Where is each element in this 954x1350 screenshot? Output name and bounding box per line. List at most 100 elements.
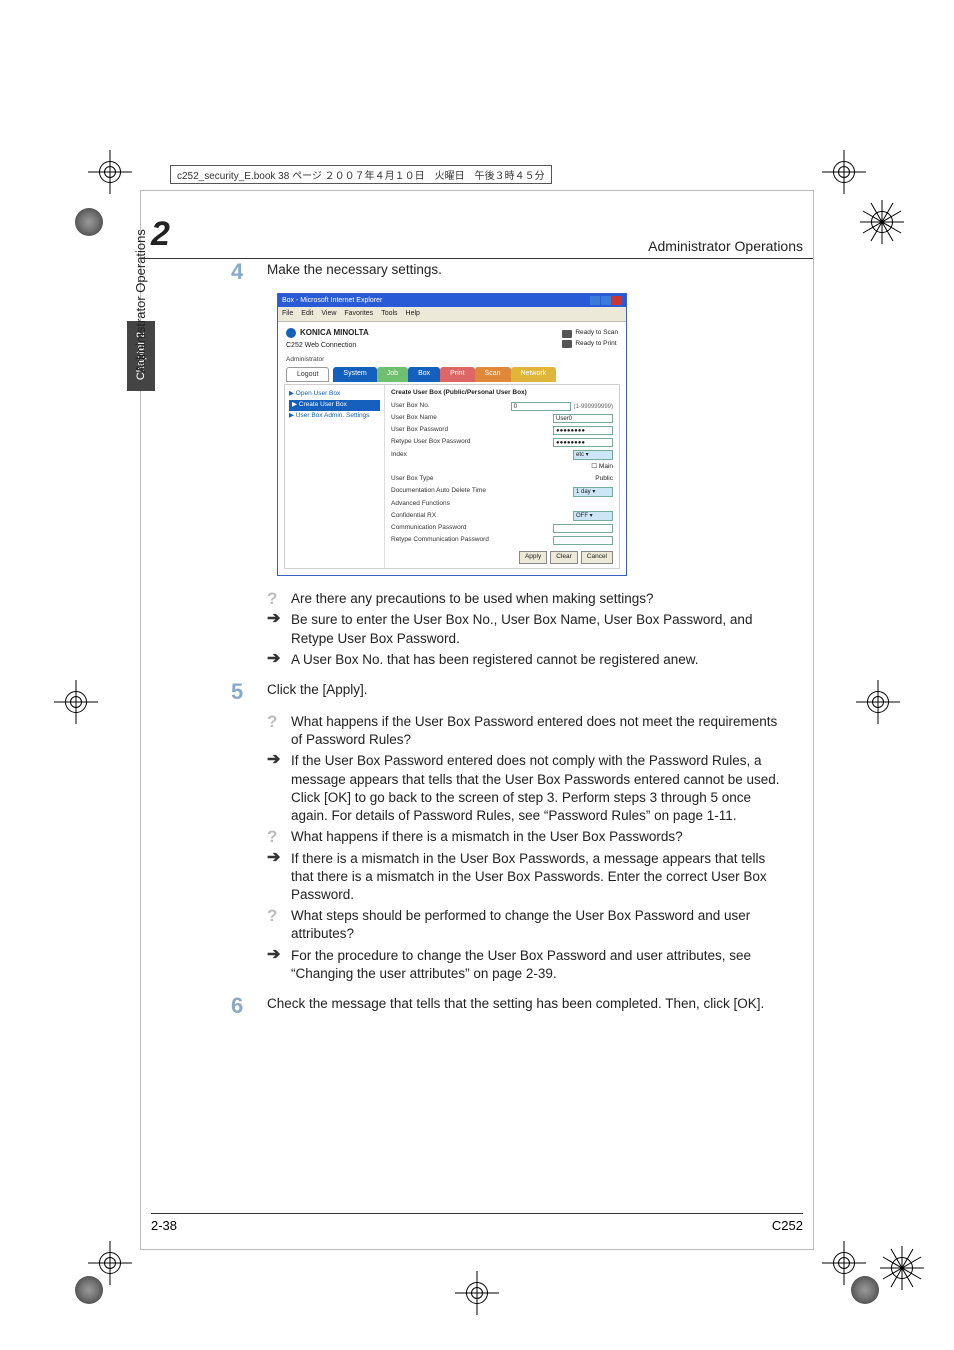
step-text: Click the [Apply]. — [267, 681, 783, 699]
text-input[interactable] — [553, 536, 613, 545]
text-input[interactable]: ●●●●●●●● — [553, 426, 613, 435]
checkbox[interactable]: ☐ Main — [591, 463, 613, 472]
left-menu-admin[interactable]: ▶ User Box Admin. Settings — [289, 411, 380, 422]
radial-mark — [880, 1246, 924, 1290]
brand-text: KONICA MINOLTA — [300, 328, 369, 339]
qa-block: ? Are there any precautions to be used w… — [267, 590, 783, 669]
answer-text: If the User Box Password entered does no… — [291, 752, 783, 825]
product-text: C252 Web Connection — [286, 341, 369, 350]
printer-icon — [562, 340, 572, 348]
menu-item[interactable]: View — [321, 309, 336, 318]
form-label: User Box No. — [391, 402, 430, 411]
form-row: Confidential RX OFF ▾ — [391, 511, 613, 521]
crop-target — [455, 1271, 499, 1315]
text-input[interactable]: ●●●●●●●● — [553, 438, 613, 447]
logout-button[interactable]: Logout — [286, 367, 329, 382]
question-text: What happens if the User Box Password en… — [291, 713, 783, 749]
select-input[interactable]: etc ▾ — [573, 450, 613, 460]
question-text: What steps should be performed to change… — [291, 907, 783, 943]
radial-mark — [860, 200, 904, 244]
nav-tab[interactable]: System — [333, 367, 376, 382]
apply-button[interactable]: Apply — [519, 551, 547, 564]
step-text: Make the necessary settings. — [267, 261, 783, 279]
header-title: Administrator Operations — [648, 238, 803, 254]
clear-button[interactable]: Clear — [550, 551, 578, 564]
form-label: Index — [391, 451, 407, 460]
step-5: 5 Click the [Apply]. — [231, 681, 783, 703]
arrow-icon: ➔ — [267, 651, 283, 667]
page-footer: 2-38 C252 — [151, 1213, 803, 1233]
nav-tab[interactable]: Job — [377, 367, 408, 382]
menu-item[interactable]: File — [282, 309, 293, 318]
form-label: Retype User Box Password — [391, 438, 470, 447]
menu-item[interactable]: Help — [406, 309, 420, 318]
form-panel: Create User Box (Public/Personal User Bo… — [385, 385, 619, 568]
menubar: File Edit View Favorites Tools Help — [278, 307, 626, 321]
static-value: Public — [595, 475, 613, 484]
form-row: User Box No. 0(1-999999999) — [391, 402, 613, 411]
window-buttons — [590, 296, 622, 305]
content-area: 4 Make the necessary settings. Box - Mic… — [231, 261, 783, 1199]
select-input[interactable]: OFF ▾ — [573, 511, 613, 521]
menu-item[interactable]: Edit — [301, 309, 313, 318]
nav-tab[interactable]: Box — [408, 367, 440, 382]
form-label: Confidential RX — [391, 512, 436, 521]
text-input[interactable] — [553, 524, 613, 533]
form-row: User Box Name User0 — [391, 414, 613, 423]
question-text: What happens if there is a mismatch in t… — [291, 828, 783, 846]
step-number: 6 — [231, 995, 249, 1017]
step-4: 4 Make the necessary settings. — [231, 261, 783, 283]
nav-tab[interactable]: Network — [511, 367, 557, 382]
crop-target — [88, 1241, 132, 1285]
window-title: Box - Microsoft Internet Explorer — [282, 296, 382, 305]
form-row: Communication Password — [391, 524, 613, 533]
minimize-icon[interactable] — [590, 296, 600, 305]
question-text: Are there any precautions to be used whe… — [291, 590, 783, 608]
form-row: Documentation Auto Delete Time1 day ▾ — [391, 487, 613, 497]
answer-text: For the procedure to change the User Box… — [291, 947, 783, 983]
left-menu-create[interactable]: ▶ Create User Box — [289, 400, 380, 411]
left-menu-open[interactable]: ▶ Open User Box — [289, 389, 380, 400]
chapter-number: 2 — [151, 215, 170, 254]
form-row: ☐ Main — [391, 463, 613, 472]
text-input[interactable]: User0 — [553, 414, 613, 423]
form-row: Index etc ▾ — [391, 450, 613, 460]
hint-text: (1-999999999) — [574, 403, 613, 411]
crop-target — [54, 680, 98, 724]
answer-text: If there is a mismatch in the User Box P… — [291, 850, 783, 905]
question-icon: ? — [267, 907, 283, 924]
logo-icon — [286, 328, 296, 338]
menu-item[interactable]: Tools — [381, 309, 397, 318]
brand-row: KONICA MINOLTA C252 Web Connection Ready… — [278, 322, 626, 356]
answer-text: A User Box No. that has been registered … — [291, 651, 783, 669]
menu-item[interactable]: Favorites — [344, 309, 373, 318]
question-icon: ? — [267, 590, 283, 607]
screen-body: ▶ Open User Box ▶ Create User Box ▶ User… — [284, 384, 620, 569]
text-input[interactable]: 0 — [511, 402, 571, 411]
button-row: Apply Clear Cancel — [391, 551, 613, 564]
maximize-icon[interactable] — [601, 296, 611, 305]
step-6: 6 Check the message that tells that the … — [231, 995, 783, 1017]
ready-status: Ready to Scan Ready to Print — [562, 329, 618, 349]
cancel-button[interactable]: Cancel — [581, 551, 613, 564]
arrow-icon: ➔ — [267, 752, 283, 768]
nav-tab[interactable]: Print — [440, 367, 474, 382]
close-icon[interactable] — [612, 296, 622, 305]
form-row: Retype User Box Password ●●●●●●●● — [391, 438, 613, 447]
brand-logo: KONICA MINOLTA — [286, 328, 369, 339]
step-text: Check the message that tells that the se… — [267, 995, 783, 1013]
question-icon: ? — [267, 713, 283, 730]
page-header: 2 Administrator Operations — [141, 215, 813, 259]
embedded-screenshot: Box - Microsoft Internet Explorer File E… — [277, 293, 627, 576]
nav-tab[interactable]: Scan — [475, 367, 511, 382]
select-input[interactable]: 1 day ▾ — [573, 487, 613, 497]
arrow-icon: ➔ — [267, 611, 283, 627]
tab-row: Logout SystemJobBoxPrintScanNetwork — [278, 367, 626, 382]
arrow-icon: ➔ — [267, 947, 283, 963]
crop-target — [856, 680, 900, 724]
model-number: C252 — [772, 1218, 803, 1233]
admin-label: Administrator — [278, 356, 626, 367]
crop-target — [822, 150, 866, 194]
form-label: User Box Name — [391, 414, 437, 423]
form-label: Retype Communication Password — [391, 536, 489, 545]
